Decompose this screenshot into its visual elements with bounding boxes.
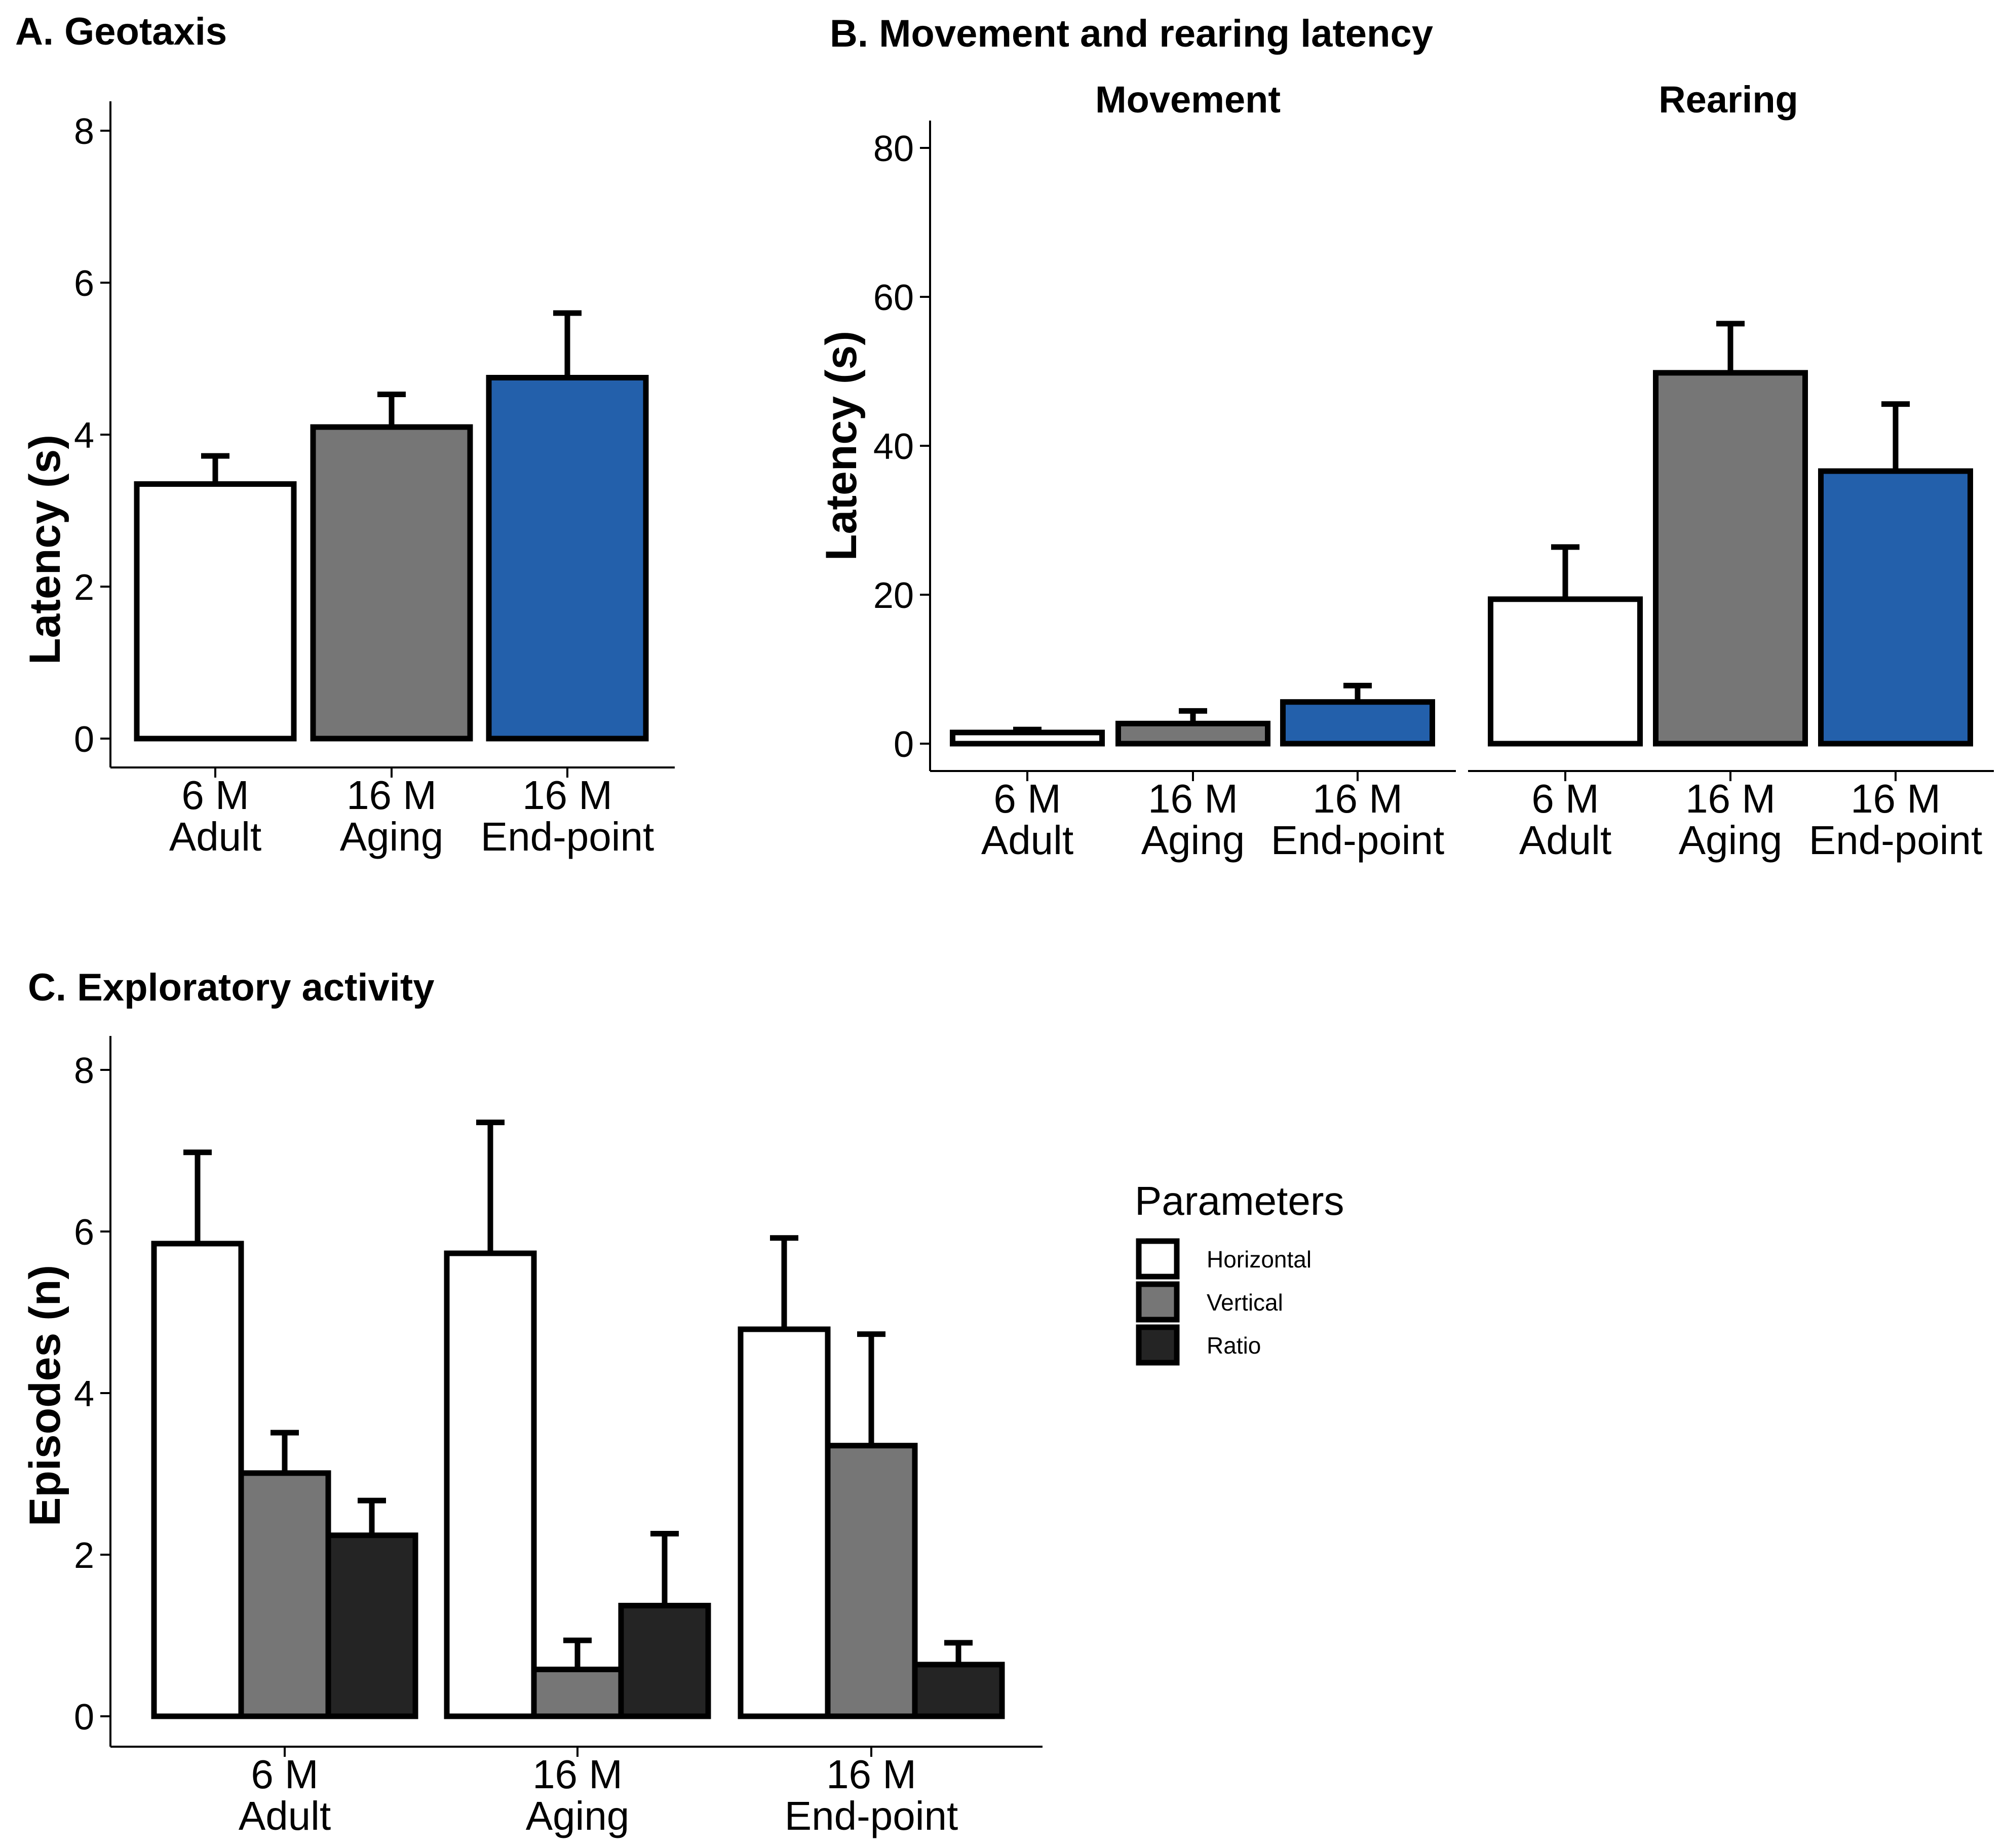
- panel-b-movement-bar: [1280, 699, 1435, 747]
- panel-a-x-tick-label-line1: 16 M: [522, 773, 612, 818]
- legend: Parameters Horizontal Vertical Ratio: [1135, 1178, 1344, 1366]
- panel-b-y-tick-label: 40: [873, 427, 914, 467]
- facet-label-rearing: Rearing: [1659, 79, 1798, 121]
- panel-a-y-tick-label: 4: [74, 415, 94, 456]
- panel-c-horizontal-bar: [151, 1241, 244, 1719]
- panel-c-y-tick-label: 4: [74, 1374, 94, 1414]
- panel-a-y-tick-label: 8: [74, 111, 94, 152]
- panel-b-movement-bar: [950, 729, 1105, 747]
- panel-a-bar: [310, 424, 473, 742]
- panel-c-y-axis-label: Episodes (n): [21, 1265, 69, 1526]
- panel-c-x-tick-label-line2: Aging: [526, 1793, 630, 1838]
- legend-label-vertical: Vertical: [1207, 1289, 1283, 1316]
- panel-b-rearing-x-tick-label-line2: Aging: [1679, 818, 1783, 863]
- legend-swatch-horizontal: [1136, 1238, 1180, 1280]
- panel-b-y-axis-label: Latency (s): [817, 331, 866, 561]
- panel-b-rearing-x-tick-label-line2: End-point: [1809, 818, 1982, 863]
- panel-c-title: C. Exploratory activity: [28, 966, 435, 1009]
- panel-a-x-tick-label-line1: 16 M: [346, 773, 437, 818]
- panel-c-y-tick-label: 6: [74, 1212, 94, 1253]
- panel-a-title: A. Geotaxis: [15, 10, 227, 53]
- panel-b-movement-x-tick-label-line1: 6 M: [993, 776, 1061, 821]
- panel-c-x-tick-label-line2: Adult: [239, 1793, 331, 1838]
- panel-a-x-tick-label-line2: Aging: [340, 814, 444, 859]
- panel-c-x-tick-label-line1: 16 M: [532, 1752, 623, 1797]
- panel-c-horizontal-bar: [444, 1250, 537, 1719]
- panel-c-x-tick-label-line1: 16 M: [826, 1752, 916, 1797]
- panel-c-y-tick-label: 0: [74, 1697, 94, 1738]
- panel-b-movement-x-tick-label-line1: 16 M: [1313, 776, 1403, 821]
- panel-b-rearing-x-tick-label-line1: 16 M: [1850, 776, 1941, 821]
- panel-b-rearing-x-tick-label-line1: 16 M: [1685, 776, 1776, 821]
- panel-b-movement-x-tick-label-line2: End-point: [1271, 818, 1444, 863]
- panel-b-y-tick-label: 20: [873, 575, 914, 616]
- panel-b-movement-x-tick-label-line2: Adult: [981, 818, 1073, 863]
- panel-c-x-tick-label-line1: 6 M: [251, 1752, 318, 1797]
- panel-c-ratio-bar: [618, 1602, 711, 1719]
- panel-a-y-tick-label: 2: [74, 567, 94, 608]
- panel-b-y-tick-label: 0: [894, 724, 914, 765]
- panel-c-exploratory: C. Exploratory activity Episodes (n) 0 2 4…: [21, 966, 1344, 1838]
- legend-swatch-vertical: [1136, 1281, 1180, 1323]
- panel-a-x-tick-label-line1: 6 M: [181, 773, 249, 818]
- panel-c-y-tick-label: 2: [74, 1535, 94, 1576]
- panel-c-x-tick-label-line2: End-point: [785, 1793, 958, 1838]
- panel-c-ratio-bar: [325, 1532, 418, 1719]
- panel-c-vertical-bar: [825, 1443, 918, 1719]
- panel-b-movement-x-tick-label-line1: 16 M: [1148, 776, 1238, 821]
- panel-c-ratio-bar: [912, 1662, 1005, 1719]
- panel-b-latency: B. Movement and rearing latency Movement…: [817, 12, 1994, 863]
- panel-b-y-tick-label: 80: [873, 129, 914, 169]
- panel-a-x-tick-label-line2: End-point: [481, 814, 654, 859]
- panel-b-rearing-x-tick-label-line2: Adult: [1519, 818, 1611, 863]
- legend-swatch-ratio: [1136, 1324, 1180, 1366]
- panel-a-bar: [486, 375, 649, 742]
- panel-b-rearing-bar: [1488, 596, 1643, 747]
- panel-a-y-tick-label: 0: [74, 719, 94, 760]
- legend-title: Parameters: [1135, 1178, 1344, 1223]
- panel-b-movement-x-tick-label-line2: Aging: [1141, 818, 1245, 863]
- panel-a-y-axis-label: Latency (s): [21, 435, 69, 665]
- panel-b-rearing-bar: [1653, 370, 1808, 747]
- panel-b-title: B. Movement and rearing latency: [830, 12, 1433, 55]
- panel-c-vertical-bar: [531, 1666, 624, 1719]
- facet-label-movement: Movement: [1095, 79, 1281, 121]
- panel-a-bar: [134, 481, 297, 742]
- panel-a-y-tick-label: 6: [74, 263, 94, 304]
- panel-b-rearing-x-tick-label-line1: 6 M: [1531, 776, 1599, 821]
- panel-a-x-tick-label-line2: Adult: [169, 814, 261, 859]
- legend-label-ratio: Ratio: [1207, 1332, 1261, 1359]
- panel-b-y-tick-label: 60: [873, 278, 914, 318]
- panel-c-y-tick-label: 8: [74, 1051, 94, 1091]
- panel-c-vertical-bar: [238, 1470, 331, 1719]
- legend-label-horizontal: Horizontal: [1207, 1246, 1312, 1273]
- panel-b-movement-bar: [1115, 720, 1270, 747]
- panel-c-horizontal-bar: [738, 1326, 831, 1719]
- panel-b-rearing-bar: [1818, 468, 1973, 747]
